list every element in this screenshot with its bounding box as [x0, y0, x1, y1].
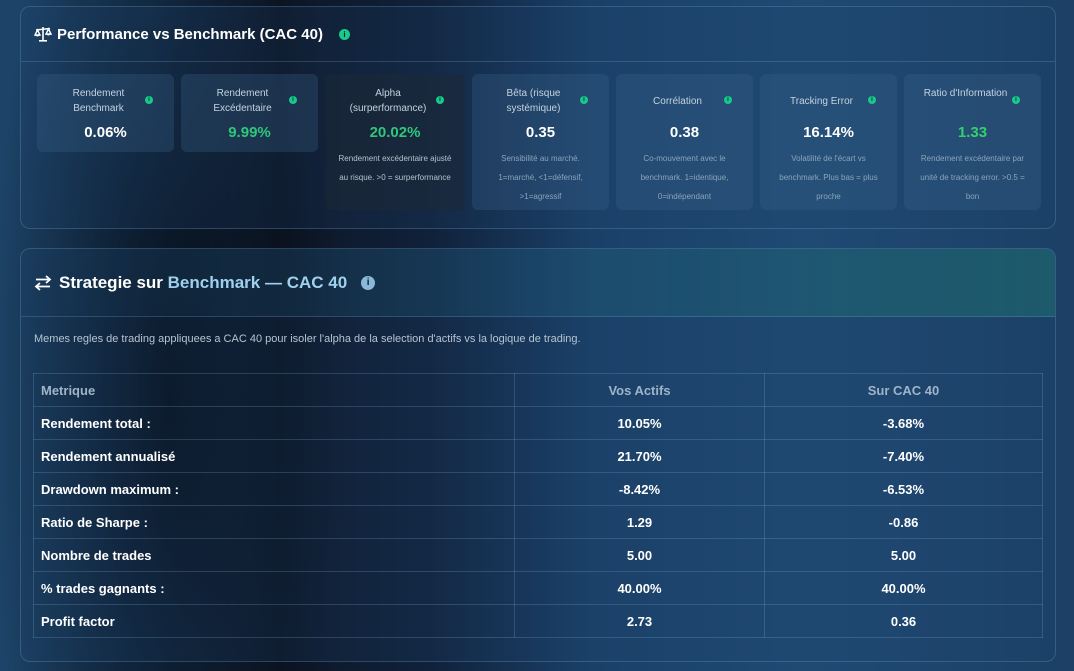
info-icon[interactable]: i [868, 96, 876, 104]
value-vos-actifs: 21.70% [514, 439, 765, 473]
value-cac40: -6.53% [764, 472, 1043, 506]
strategy-panel-title: Strategie sur Benchmark — CAC 40 [59, 273, 347, 293]
value-cac40: 40.00% [764, 571, 1043, 605]
title-accent: Benchmark — CAC 40 [167, 272, 348, 292]
title-prefix: Strategie sur [59, 272, 168, 292]
info-icon[interactable]: i [580, 96, 588, 104]
metric-name: Ratio de Sharpe : [33, 505, 515, 539]
card-label: Bêta (risque systémique) [506, 88, 561, 114]
card-description: Sensibilité au marché. 1=marché, <1=défe… [498, 154, 583, 201]
metric-name: Profit factor [33, 604, 515, 638]
card-tracking-error: Tracking Error i 16.14% Volatilité de l'… [760, 74, 897, 210]
strategy-description: Memes regles de trading appliquees a CAC… [34, 333, 581, 345]
metric-name: Rendement total : [33, 406, 515, 440]
performance-panel-header: Performance vs Benchmark (CAC 40) i [21, 7, 1055, 62]
table-row: Nombre de trades 5.00 5.00 [33, 538, 1043, 572]
card-rendement-excedentaire: Rendement Excédentaire i 9.99% [181, 74, 318, 152]
header-sur-cac40: Sur CAC 40 [764, 373, 1043, 407]
card-value: 1.33 [957, 124, 988, 141]
card-rendement-benchmark: Rendement Benchmark i 0.06% [37, 74, 174, 152]
value-cac40: -0.86 [764, 505, 1043, 539]
info-icon[interactable]: i [145, 96, 153, 104]
value-vos-actifs: -8.42% [514, 472, 765, 506]
metric-name: % trades gagnants : [33, 571, 515, 605]
card-description: Rendement excédentaire ajusté au risque.… [338, 154, 452, 182]
performance-vs-benchmark-panel: Performance vs Benchmark (CAC 40) i Rend… [20, 6, 1056, 229]
comparison-table: Metrique Vos Actifs Sur CAC 40 Rendement… [33, 373, 1043, 638]
table-header-row: Metrique Vos Actifs Sur CAC 40 [33, 373, 1043, 407]
value-vos-actifs: 1.29 [514, 505, 765, 539]
card-value: 9.99% [228, 124, 271, 141]
table-row: Rendement total : 10.05% -3.68% [33, 406, 1043, 440]
info-icon[interactable]: i [361, 275, 376, 290]
card-label: Ratio d'Information [923, 88, 1008, 99]
card-description: Volatilité de l'écart vs benchmark. Plus… [779, 154, 878, 201]
value-cac40: 0.36 [764, 604, 1043, 638]
info-icon[interactable]: i [289, 96, 297, 104]
value-vos-actifs: 10.05% [514, 406, 765, 440]
value-cac40: -3.68% [764, 406, 1043, 440]
card-label: Alpha (surperformance) [349, 88, 427, 114]
value-vos-actifs: 5.00 [514, 538, 765, 572]
card-value: 16.14% [803, 124, 854, 141]
value-vos-actifs: 2.73 [514, 604, 765, 638]
card-value: 0.06% [84, 124, 127, 141]
card-correlation: Corrélation i 0.38 Co-mouvement avec le … [616, 74, 753, 210]
value-cac40: -7.40% [764, 439, 1043, 473]
card-value: 0.38 [669, 124, 700, 141]
card-description: Co-mouvement avec le benchmark. 1=identi… [640, 154, 729, 201]
strategy-benchmark-panel: Strategie sur Benchmark — CAC 40 i Memes… [20, 248, 1056, 662]
metric-name: Rendement annualisé [33, 439, 515, 473]
card-label: Tracking Error [790, 96, 853, 107]
header-vos-actifs: Vos Actifs [514, 373, 765, 407]
card-label: Corrélation [653, 96, 702, 107]
metric-cards: Rendement Benchmark i 0.06% Rendement Ex… [37, 74, 1041, 210]
metric-name: Drawdown maximum : [33, 472, 515, 506]
info-icon[interactable]: i [338, 28, 350, 40]
table-row: Rendement annualisé 21.70% -7.40% [33, 439, 1043, 473]
card-alpha: Alpha (surperformance) i 20.02% Rendemen… [325, 74, 465, 210]
strategy-panel-header: Strategie sur Benchmark — CAC 40 i [21, 249, 1055, 317]
value-cac40: 5.00 [764, 538, 1043, 572]
card-value: 0.35 [525, 124, 556, 141]
performance-panel-title: Performance vs Benchmark (CAC 40) [57, 25, 323, 43]
info-icon[interactable]: i [436, 96, 444, 104]
header-metrique: Metrique [33, 373, 515, 407]
card-label: Rendement Excédentaire [213, 88, 272, 114]
card-value: 20.02% [369, 124, 421, 141]
value-vos-actifs: 40.00% [514, 571, 765, 605]
card-label: Rendement Benchmark [72, 88, 125, 114]
scale-icon [33, 24, 53, 44]
info-icon[interactable]: i [724, 96, 732, 104]
swap-arrows-icon [33, 273, 53, 293]
metric-name: Nombre de trades [33, 538, 515, 572]
card-beta: Bêta (risque systémique) i 0.35 Sensibil… [472, 74, 609, 210]
card-ratio-information: Ratio d'Information i 1.33 Rendement exc… [904, 74, 1041, 210]
table-row: Ratio de Sharpe : 1.29 -0.86 [33, 505, 1043, 539]
table-row: % trades gagnants : 40.00% 40.00% [33, 571, 1043, 605]
info-icon[interactable]: i [1012, 96, 1020, 104]
table-row: Profit factor 2.73 0.36 [33, 604, 1043, 638]
card-description: Rendement excédentaire par unité de trac… [920, 154, 1025, 201]
table-row: Drawdown maximum : -8.42% -6.53% [33, 472, 1043, 506]
